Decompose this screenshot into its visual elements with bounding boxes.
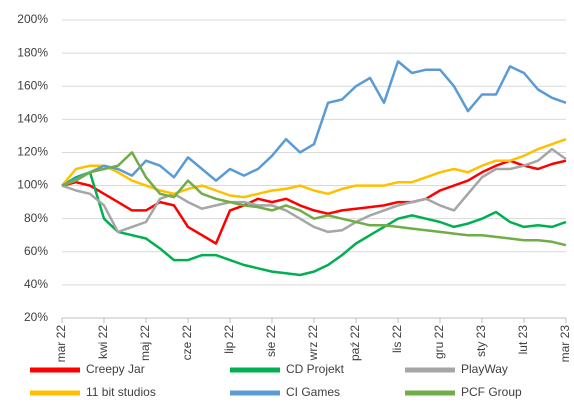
x-tick-label: maj 22 [138,325,152,361]
y-tick-label: 180% [17,45,48,59]
series-line [61,138,567,199]
x-tick-label: cze 22 [180,325,194,361]
legend-label: 11 bit studios [86,385,156,399]
y-tick-label: 200% [17,12,48,26]
legend-label: CD Projekt [286,362,345,376]
series-line [61,147,567,234]
x-tick-label: mar 22 [54,325,68,363]
y-tick-label: 120% [17,145,48,159]
x-tick-label: wrz 22 [306,325,320,362]
x-tick-label: gru 22 [432,325,446,359]
legend-label: PCF Group [461,385,522,399]
y-tick-label: 160% [17,78,48,92]
y-tick-label: 140% [17,112,48,126]
x-tick-label: kwi 22 [96,325,110,359]
x-tick-label: mar 23 [558,325,572,363]
y-tick-label: 80% [24,211,48,225]
legend-label: PlayWay [461,362,508,376]
x-tick-label: paź 22 [348,325,362,361]
series-line [61,151,567,247]
series-line [61,60,567,187]
x-tick-label: sie 22 [264,325,278,357]
y-tick-label: 40% [24,277,48,291]
y-tick-label: 100% [17,178,48,192]
y-tick-label: 20% [24,310,48,324]
y-tick-label: 60% [24,244,48,258]
legend-label: CI Games [286,385,340,399]
x-tick-label: sty 23 [474,325,488,357]
x-tick-label: lis 22 [390,325,404,353]
x-tick-label: lut 23 [516,325,530,355]
series-line [61,171,567,277]
series-line [61,159,567,245]
x-tick-label: lip 22 [222,325,236,354]
legend-label: Creepy Jar [86,362,145,376]
